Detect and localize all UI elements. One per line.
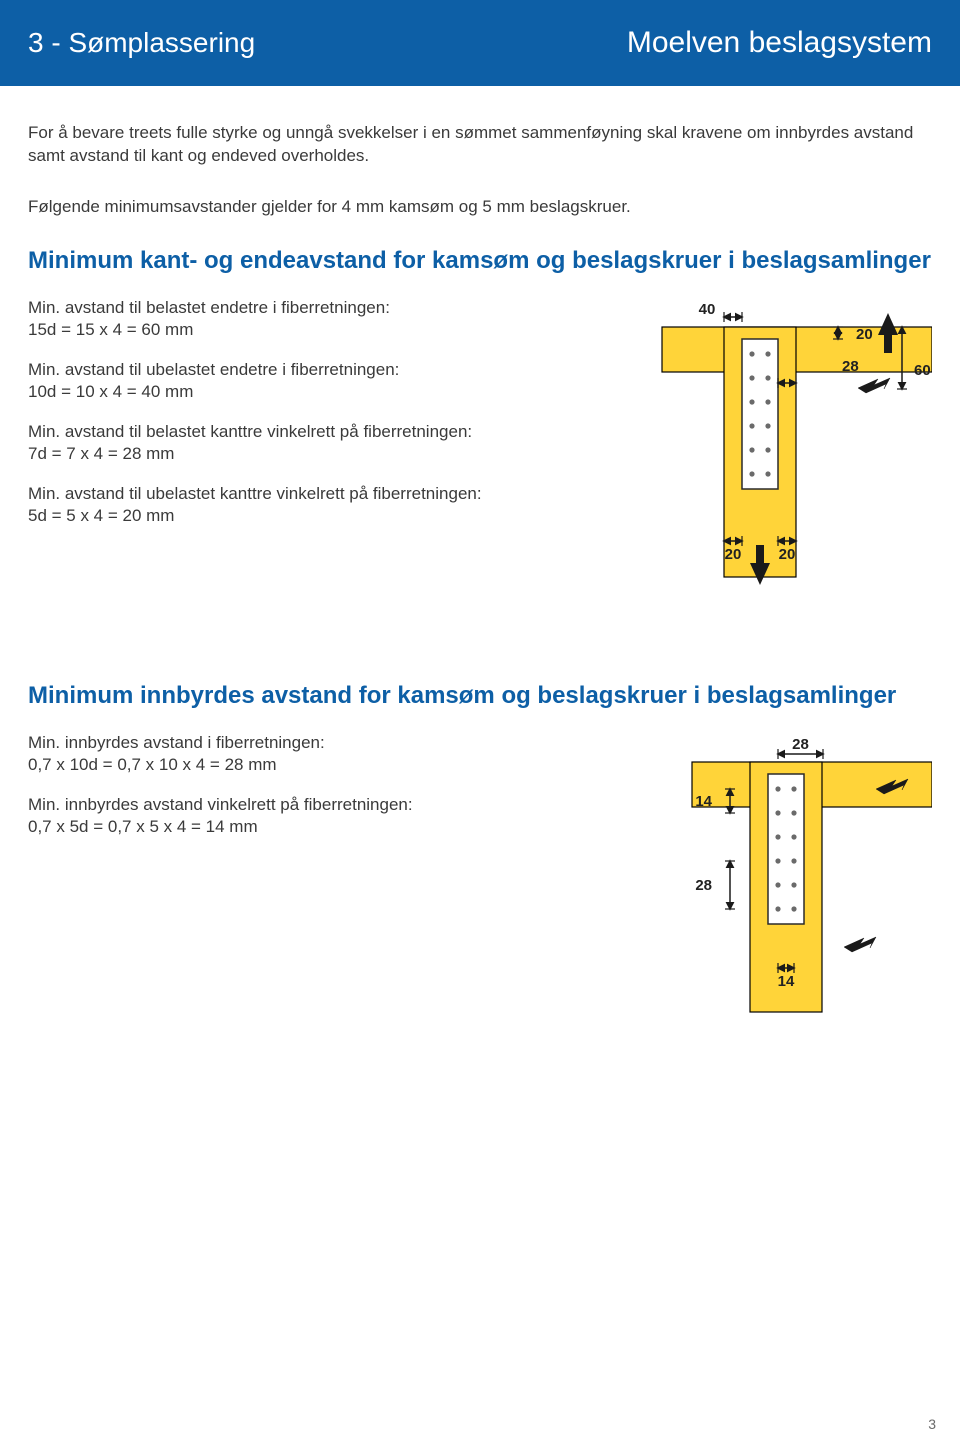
s1-item-1-label: Min. avstand til ubelastet endetre i fib… — [28, 360, 399, 379]
s2-item-0: Min. innbyrdes avstand i fiberretningen:… — [28, 732, 622, 776]
svg-text:40: 40 — [699, 301, 716, 318]
s1-item-3-label: Min. avstand til ubelastet kanttre vinke… — [28, 484, 482, 503]
intro-paragraph-1: For å bevare treets fulle styrke og unng… — [28, 122, 928, 168]
section2-text: Min. innbyrdes avstand i fiberretningen:… — [28, 732, 622, 856]
svg-text:20: 20 — [725, 546, 742, 563]
section1-figure: 40 20 28 60 20 20 — [642, 297, 932, 592]
page-content: For å bevare treets fulle styrke og unng… — [0, 86, 960, 1027]
s1-item-1-calc: 10d = 10 x 4 = 40 mm — [28, 382, 193, 401]
section2-figure: 28 14 28 14 — [642, 732, 932, 1027]
header-right: Moelven beslagsystem — [627, 26, 932, 60]
section2-heading: Minimum innbyrdes avstand for kamsøm og … — [28, 682, 932, 710]
s2-item-0-calc: 0,7 x 10d = 0,7 x 10 x 4 = 28 mm — [28, 755, 277, 774]
figure-2-svg: 28 14 28 14 — [642, 732, 932, 1022]
s1-item-2: Min. avstand til belastet kanttre vinkel… — [28, 421, 622, 465]
s1-item-0: Min. avstand til belastet endetre i fibe… — [28, 297, 622, 341]
svg-text:28: 28 — [792, 736, 809, 753]
s1-item-1: Min. avstand til ubelastet endetre i fib… — [28, 359, 622, 403]
s1-item-0-calc: 15d = 15 x 4 = 60 mm — [28, 320, 193, 339]
section1-row: Min. avstand til belastet endetre i fibe… — [28, 297, 932, 592]
svg-text:60: 60 — [914, 362, 931, 379]
svg-text:20: 20 — [779, 546, 796, 563]
s2-item-1-label: Min. innbyrdes avstand vinkelrett på fib… — [28, 795, 413, 814]
section1-heading: Minimum kant- og endeavstand for kamsøm … — [28, 247, 932, 275]
section1-text: Min. avstand til belastet endetre i fibe… — [28, 297, 622, 546]
section2-row: Min. innbyrdes avstand i fiberretningen:… — [28, 732, 932, 1027]
s1-item-2-label: Min. avstand til belastet kanttre vinkel… — [28, 422, 472, 441]
s2-item-1-calc: 0,7 x 5d = 0,7 x 5 x 4 = 14 mm — [28, 817, 258, 836]
svg-text:14: 14 — [778, 973, 795, 990]
svg-text:28: 28 — [842, 358, 859, 375]
intro-paragraph-2: Følgende minimumsavstander gjelder for 4… — [28, 196, 928, 219]
s2-item-0-label: Min. innbyrdes avstand i fiberretningen: — [28, 733, 325, 752]
s1-item-2-calc: 7d = 7 x 4 = 28 mm — [28, 444, 174, 463]
s1-item-3: Min. avstand til ubelastet kanttre vinke… — [28, 483, 622, 527]
s1-item-3-calc: 5d = 5 x 4 = 20 mm — [28, 506, 174, 525]
figure-1-svg: 40 20 28 60 20 20 — [642, 297, 932, 587]
svg-text:28: 28 — [695, 877, 712, 894]
svg-text:14: 14 — [695, 793, 712, 810]
page-number: 3 — [928, 1416, 936, 1432]
svg-text:20: 20 — [856, 326, 873, 343]
s2-item-1: Min. innbyrdes avstand vinkelrett på fib… — [28, 794, 622, 838]
s1-item-0-label: Min. avstand til belastet endetre i fibe… — [28, 298, 390, 317]
header-left: 3 - Sømplassering — [28, 27, 255, 59]
header-band: 3 - Sømplassering Moelven beslagsystem — [0, 0, 960, 86]
